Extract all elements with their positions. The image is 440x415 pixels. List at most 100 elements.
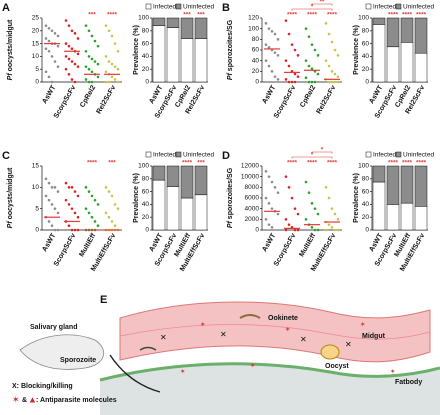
dot (116, 67, 120, 71)
dot (84, 24, 88, 27)
dot (47, 39, 51, 43)
y-tick-label: 120 (248, 15, 259, 22)
dot (50, 29, 54, 33)
bracket (311, 3, 333, 6)
dot (110, 62, 114, 66)
y-axis-label-species: Pf (227, 220, 234, 228)
body-wall (99, 362, 440, 382)
dot (327, 32, 331, 36)
diagram-label: Fatbody (395, 379, 422, 386)
y-tick-label: 6000 (245, 195, 260, 202)
dot (307, 191, 311, 194)
legend-label: Uninfected (183, 4, 214, 11)
dot (50, 224, 54, 228)
y-tick-label: 100 (358, 15, 369, 22)
dot (284, 19, 288, 22)
dot (67, 73, 71, 76)
dot (310, 67, 314, 70)
dot (264, 43, 268, 46)
dot (67, 203, 71, 206)
dot (110, 194, 114, 198)
panel-letter: C (2, 150, 10, 162)
svg-text:✕: ✕ (300, 335, 307, 344)
dot (90, 215, 94, 219)
dot (56, 211, 60, 215)
dot (267, 175, 271, 178)
y-axis-label: Prevalence (%) (133, 173, 140, 223)
dot (327, 223, 331, 226)
y-tick-label: 100 (138, 15, 149, 22)
dot (76, 215, 80, 219)
dot (307, 80, 311, 84)
significance: *** (197, 12, 205, 19)
dot (44, 70, 48, 74)
y-tick-label: 10000 (241, 173, 259, 180)
dot (304, 76, 308, 80)
dot (70, 29, 74, 33)
dot (70, 186, 74, 189)
dot (304, 218, 308, 221)
significance: **** (416, 160, 427, 167)
dot (316, 212, 320, 216)
y-tick-label: 20 (32, 28, 40, 35)
dot (84, 207, 88, 210)
dot (330, 80, 334, 84)
legend-text: X: Blocking/killing (12, 383, 73, 390)
dot (67, 224, 71, 228)
x-tick-label: MultiEff (78, 232, 97, 258)
dot (296, 54, 300, 57)
dot (270, 180, 274, 184)
dot (336, 218, 340, 221)
significance: **** (327, 160, 338, 167)
legend-label: Uninfected (403, 4, 434, 11)
dot (264, 59, 268, 62)
dot (304, 27, 308, 30)
dot (96, 203, 100, 206)
y-tick-label: 4000 (245, 205, 260, 212)
x-tick-label: AsWT (41, 84, 57, 105)
bar-segment (194, 17, 208, 39)
dot (104, 211, 108, 215)
dot (290, 196, 294, 200)
bar-segment (166, 186, 180, 231)
dot (293, 228, 297, 232)
dot (270, 70, 274, 73)
dot (107, 80, 111, 84)
y-tick-label: 40 (252, 57, 260, 64)
dot (113, 42, 117, 45)
dot (336, 75, 340, 78)
dot (310, 43, 314, 46)
significance: *** (183, 12, 191, 19)
x-tick-label: MultiEff (298, 232, 317, 258)
dot (53, 32, 57, 35)
significance: *** (108, 160, 116, 167)
dot (293, 80, 297, 84)
legend-swatch (395, 3, 402, 10)
dot (70, 60, 74, 63)
dot (64, 55, 68, 58)
dot (70, 78, 74, 81)
dot (333, 48, 337, 52)
legend-star: ✶ (12, 394, 20, 404)
dot (93, 60, 97, 63)
dot (73, 80, 77, 84)
dot (53, 228, 57, 232)
bar-segment (372, 17, 386, 25)
dot (67, 186, 71, 189)
dot (76, 37, 80, 40)
bracket (291, 156, 333, 159)
dot (296, 228, 300, 232)
trachea (109, 354, 161, 393)
y-axis-label: Pf sporozoites/SG (227, 19, 234, 80)
dot (50, 55, 54, 58)
dot (316, 72, 320, 76)
dot (264, 170, 268, 173)
legend-arrow: ▲ (28, 394, 37, 404)
dot (296, 212, 300, 216)
y-tick-label: 0 (255, 227, 259, 234)
y-axis-label: Pf oocysts/midgut (7, 167, 14, 228)
dot (276, 38, 280, 41)
legend-label: Infected (373, 152, 397, 159)
bar-segment (414, 52, 428, 83)
